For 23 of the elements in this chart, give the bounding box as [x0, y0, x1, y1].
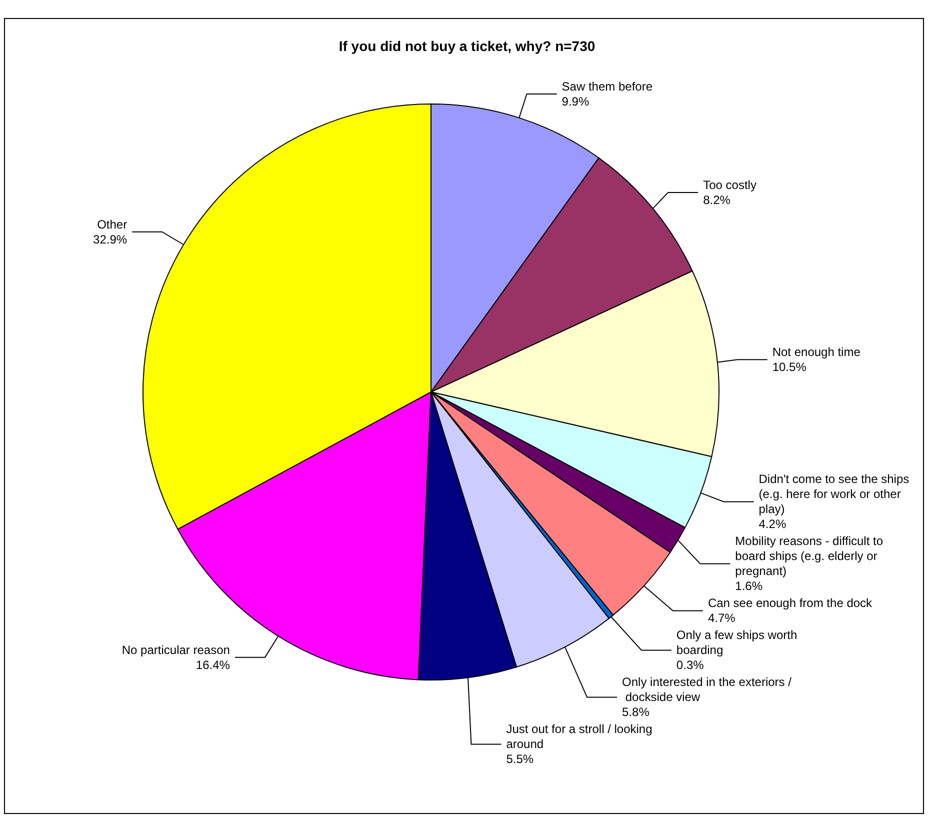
chart-title: If you did not buy a ticket, why? n=730: [338, 38, 596, 54]
data-label: 5.5%: [506, 752, 534, 766]
slice-label: No particular reason: [122, 642, 230, 657]
slice-label: Other: [97, 217, 128, 232]
data-label: 16.4%: [196, 658, 230, 672]
slice-label: Only a few ships worth boarding: [676, 628, 800, 658]
slice-label: Mobility reasons - difficult to board ships (e.g. elderly or pregnant): [735, 534, 886, 578]
slice-label: Not enough time: [772, 345, 861, 360]
data-label: 32.9%: [93, 232, 128, 246]
data-label: 9.9%: [562, 94, 590, 109]
data-label: 10.5%: [772, 360, 807, 374]
data-label: 4.2%: [758, 517, 786, 532]
data-label: 4.7%: [708, 611, 736, 626]
slice-label: Saw them before: [562, 80, 653, 94]
slice-label: Only interested in the exteriors / dockside view: [622, 675, 792, 704]
slice-label: Just out for a stroll / looking around: [506, 722, 656, 752]
slice-label: Too costly: [703, 178, 756, 192]
data-label: 5.8%: [622, 705, 650, 720]
data-label: 0.3%: [676, 658, 704, 672]
data-label: 1.6%: [735, 579, 763, 594]
slice-label: Can see enough from the dock: [708, 596, 874, 610]
data-label: 8.2%: [703, 192, 731, 207]
slice-label: Didn't come to see the ships (e.g. here for work or other play): [758, 472, 912, 516]
